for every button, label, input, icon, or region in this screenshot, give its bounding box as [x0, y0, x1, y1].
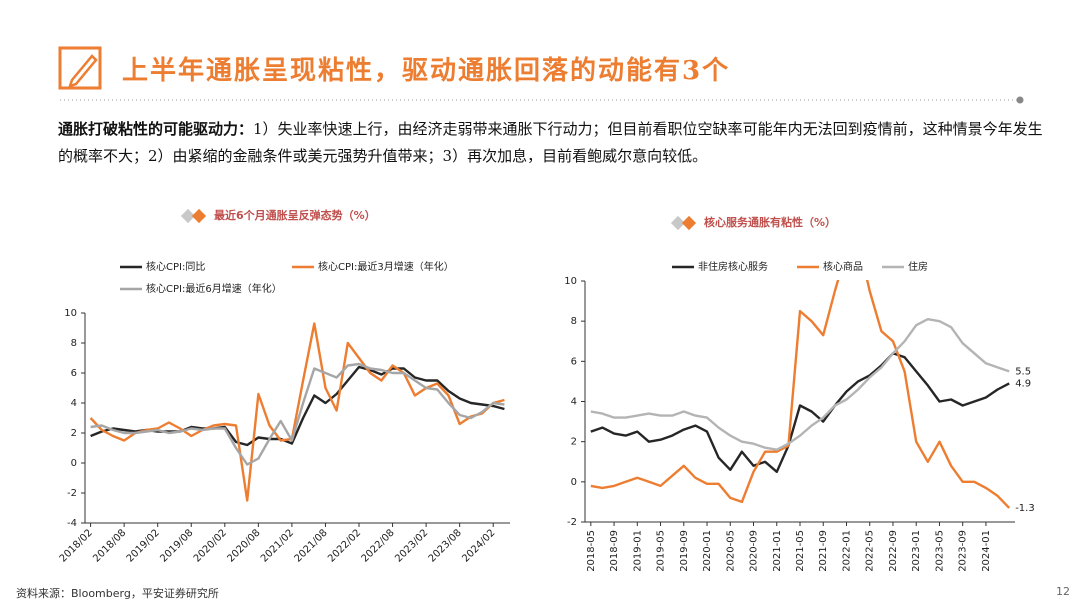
title-diamond: [191, 208, 207, 224]
x-tick-label: 2019/08: [158, 527, 195, 564]
x-tick-label: 2022-01: [841, 530, 852, 572]
end-label: 4.9: [1015, 378, 1031, 389]
y-tick-label: 6: [71, 368, 77, 379]
x-tick-label: 2023/02: [393, 527, 430, 564]
y-tick-label: 8: [71, 338, 77, 349]
end-label: 5.5: [1015, 366, 1031, 377]
page-number: 12: [1056, 585, 1070, 598]
y-tick-label: 10: [64, 308, 77, 319]
legend-label: 非住房核心服务: [698, 260, 768, 273]
y-tick-label: -2: [567, 517, 577, 528]
body-lead: 通胀打破粘性的可能驱动力：: [58, 120, 254, 138]
y-tick-label: 8: [571, 316, 577, 327]
body-main: 1）失业率快速上行，由经济走弱带来通胀下行动力；但目前看职位空缺率可能年内无法回…: [58, 120, 1043, 165]
x-tick-label: 2018/02: [58, 527, 95, 564]
x-tick-label: 2022-05: [865, 530, 876, 572]
title-diamond: [670, 215, 686, 231]
x-tick-label: 2018-05: [586, 530, 597, 572]
x-tick-label: 2020-05: [725, 530, 736, 572]
x-tick-label: 2022/02: [326, 527, 363, 564]
divider-dot: [1016, 96, 1024, 104]
x-tick-label: 2021/02: [259, 527, 296, 564]
x-tick-label: 2018/08: [91, 527, 128, 564]
y-tick-label: 0: [571, 477, 577, 488]
series-line: [90, 362, 505, 466]
legend-label: 核心CPI:同比: [146, 260, 205, 273]
y-tick-label: 4: [71, 398, 77, 409]
x-tick-label: 2020/08: [225, 527, 262, 564]
x-tick-label: 2019-09: [679, 530, 690, 572]
x-tick-label: 2021-05: [795, 530, 806, 572]
legend-label: 核心CPI:最近3月增速（年化）: [318, 260, 454, 273]
x-tick-label: 2024-01: [981, 530, 992, 572]
y-tick-label: 4: [571, 397, 577, 408]
x-tick-label: 2020-09: [749, 530, 760, 572]
y-tick-label: 6: [571, 356, 577, 367]
source: 资料来源：Bloomberg，平安证券研究所: [16, 587, 219, 600]
title-icon: [58, 46, 102, 90]
pencil-icon: [68, 54, 98, 88]
slide-title: 上半年通胀呈现粘性，驱动通胀回落的动能有3个: [122, 56, 731, 86]
chart-title: 最近6个月通胀呈反弹态势（%）: [214, 208, 376, 222]
x-tick-label: 2021-09: [818, 530, 829, 572]
series-line: [590, 352, 1010, 473]
x-tick-label: 2020-01: [702, 530, 713, 572]
y-tick-label: -4: [67, 518, 77, 529]
y-tick-label: 2: [571, 437, 577, 448]
x-tick-label: 2021/08: [293, 527, 330, 564]
x-tick-label: 2019-01: [632, 530, 643, 572]
y-tick-label: 10: [564, 276, 577, 287]
legend-label: 住房: [908, 260, 928, 273]
series-line: [590, 318, 1010, 451]
chart-title: 核心服务通胀有粘性（%）: [704, 215, 836, 229]
x-tick-label: 2023-05: [934, 530, 945, 572]
chart: 最近6个月通胀呈反弹态势（%） -4 -2 0 2 4 6 8 10 2018/022018/08…: [58, 46, 1035, 572]
series-line: [89, 322, 505, 502]
x-tick-label: 2023-09: [958, 530, 969, 572]
x-tick-label: 2022/08: [360, 527, 397, 564]
y-tick-label: 0: [71, 458, 77, 469]
x-tick-label: 2023-01: [911, 530, 922, 572]
y-tick-label: -2: [67, 488, 77, 499]
legend-label: 核心商品: [823, 260, 863, 273]
x-tick-label: 2018-09: [609, 530, 620, 572]
series-line: [590, 280, 1011, 509]
title-diamond: [180, 208, 196, 224]
x-tick-label: 2019/02: [125, 527, 162, 564]
title-diamond: [681, 215, 697, 231]
legend-label: 核心CPI:最近6月增速（年化）: [146, 282, 282, 295]
x-tick-label: 2022-09: [888, 530, 899, 572]
end-label: -1.3: [1015, 503, 1035, 514]
x-tick-label: 2019-05: [656, 530, 667, 572]
x-tick-label: 2020/02: [192, 527, 229, 564]
body-text: 通胀打破粘性的可能驱动力：1）失业率快速上行，由经济走弱带来通胀下行动力；但目前…: [58, 116, 1048, 170]
x-tick-label: 2024/02: [460, 527, 497, 564]
x-tick-label: 2021-01: [772, 530, 783, 572]
y-tick-label: 2: [71, 428, 77, 439]
x-tick-label: 2023/08: [427, 527, 464, 564]
